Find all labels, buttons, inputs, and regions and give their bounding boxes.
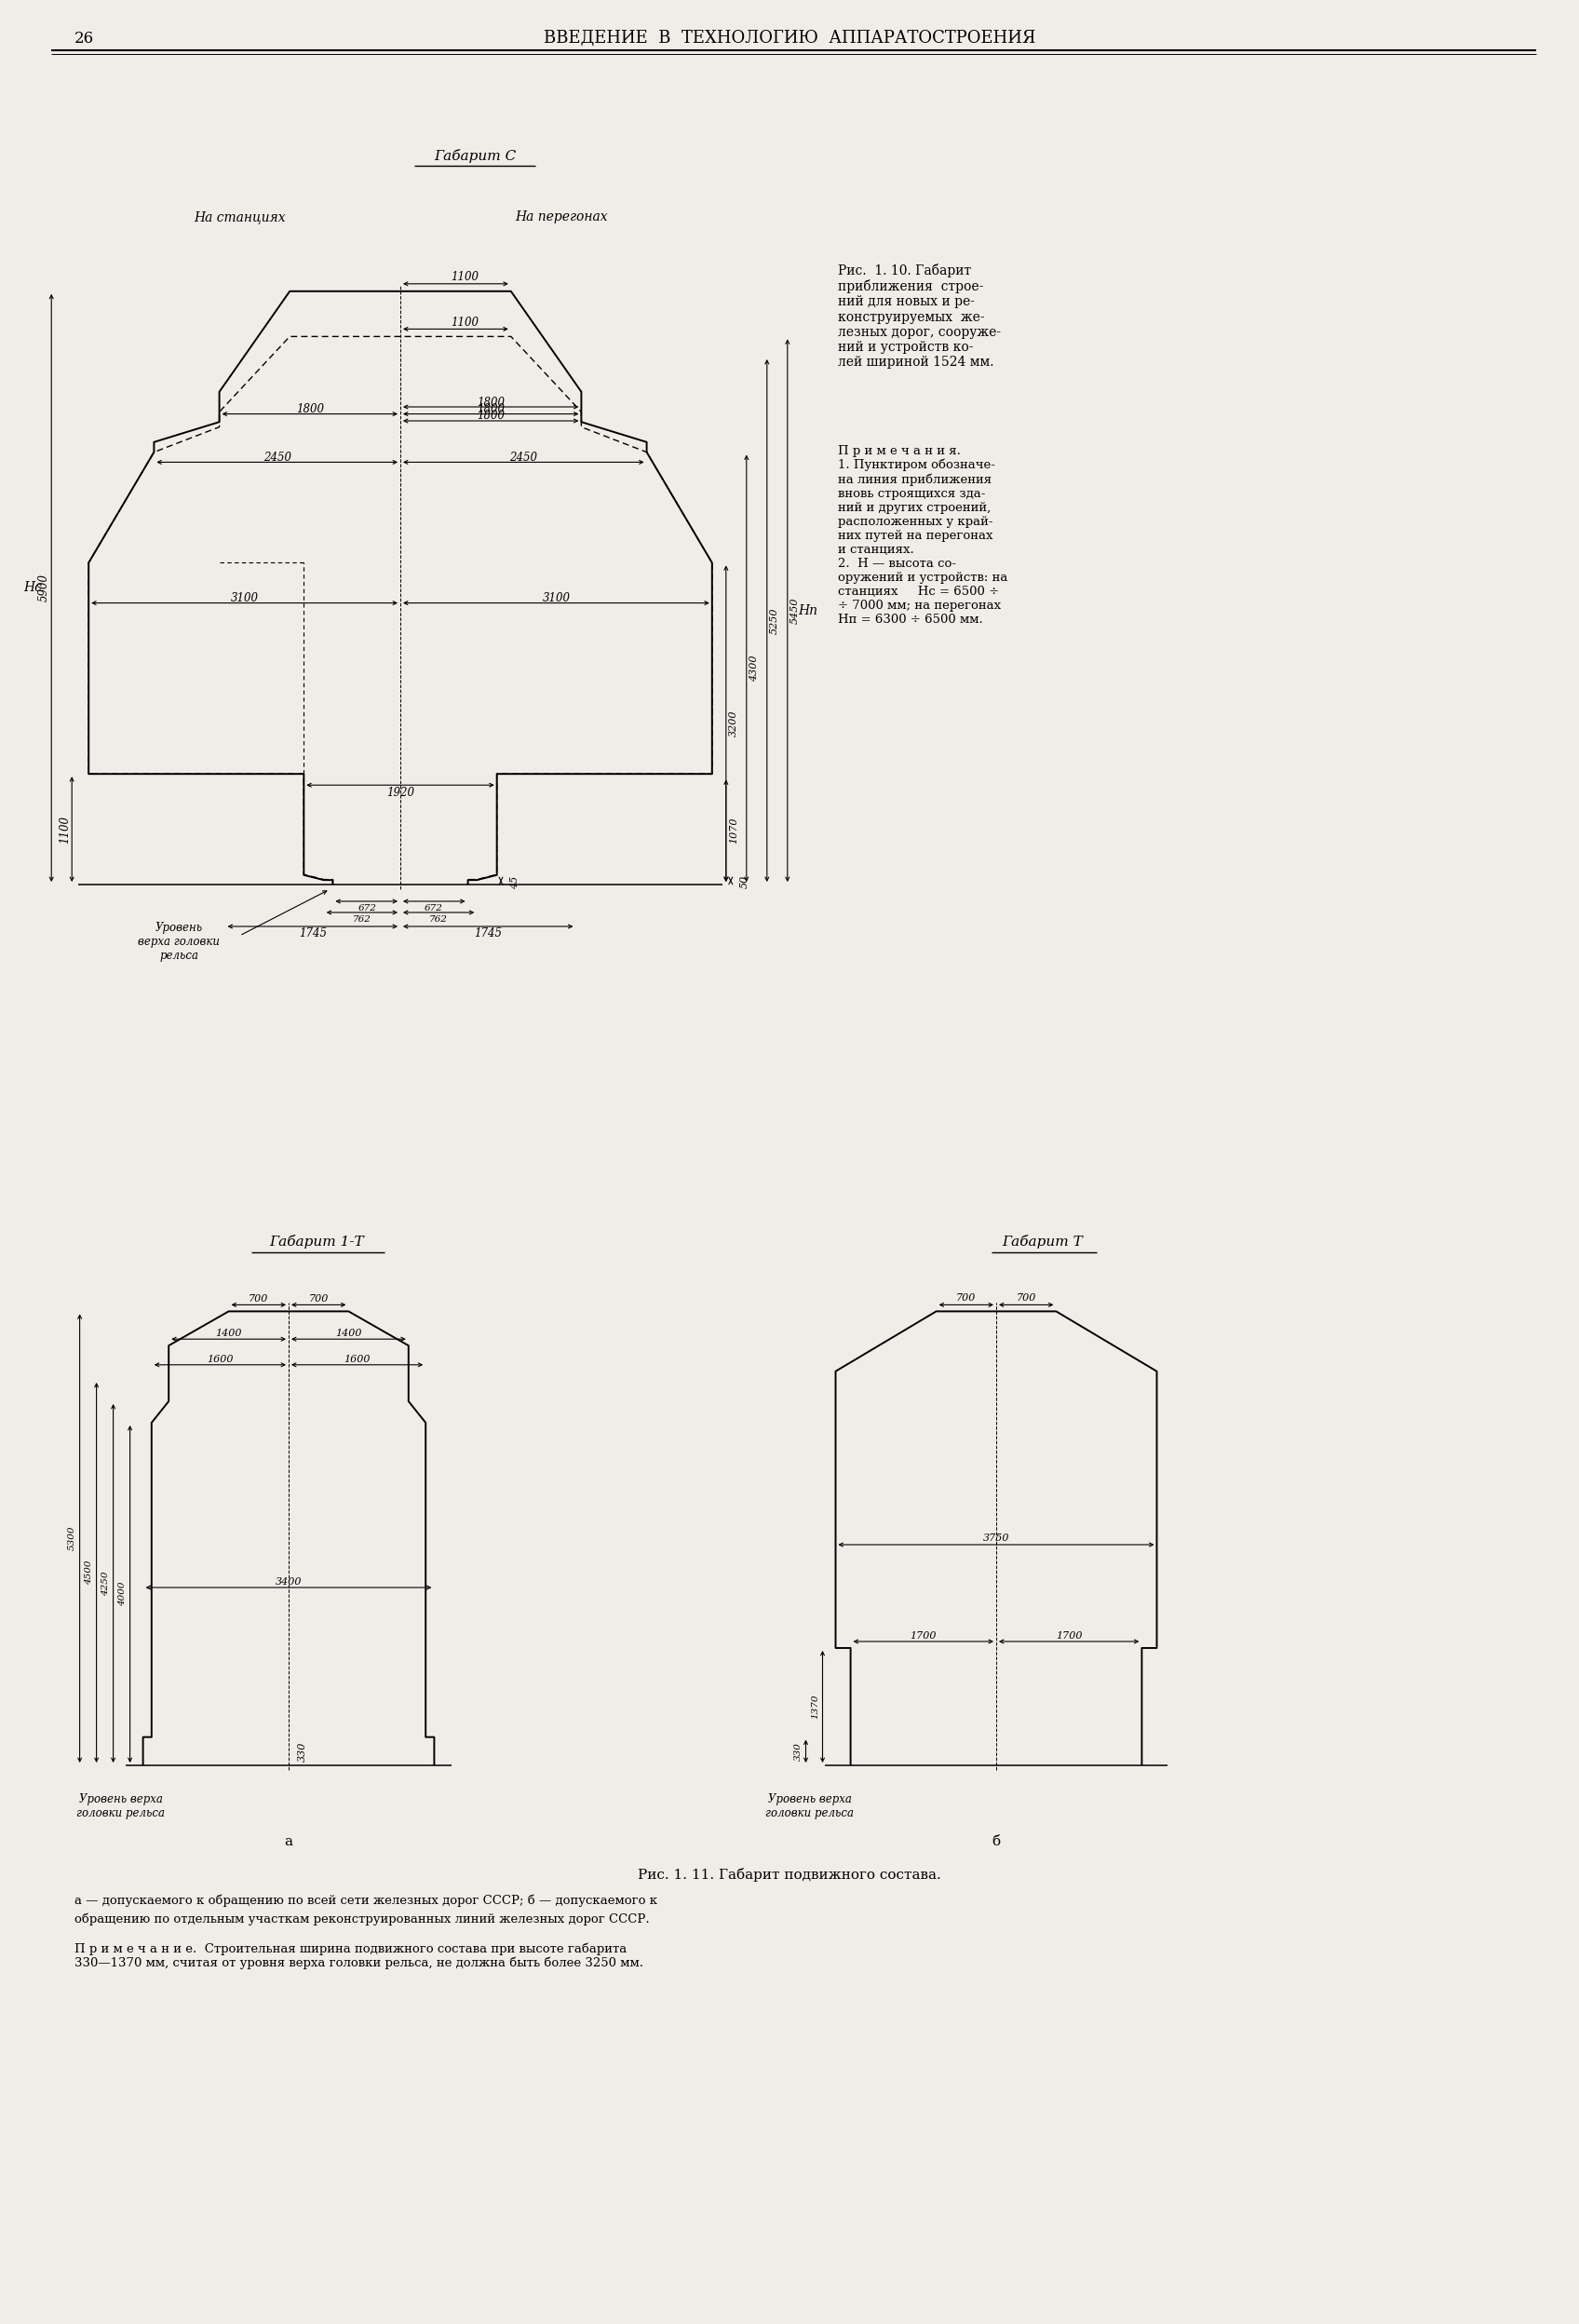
Text: 1700: 1700 [1056, 1631, 1082, 1641]
Text: 762: 762 [429, 916, 448, 925]
Text: Рис. 1. 11. Габарит подвижного состава.: Рис. 1. 11. Габарит подвижного состава. [638, 1868, 941, 1882]
Text: 1700: 1700 [910, 1631, 936, 1641]
Text: Нс: Нс [24, 581, 43, 595]
Text: 1600: 1600 [207, 1355, 234, 1364]
Text: 1745: 1745 [474, 927, 502, 939]
Text: Рис.  1. 10. Габарит
приближения  строе-
ний для новых и ре-
конструируемых  же-: Рис. 1. 10. Габарит приближения строе- н… [838, 263, 1001, 370]
Text: 1800: 1800 [477, 404, 505, 416]
Text: Габарит С: Габарит С [434, 149, 516, 163]
Text: 5250: 5250 [769, 607, 778, 634]
Text: Уровень верха
головки рельса: Уровень верха головки рельса [77, 1794, 166, 1820]
Text: П р и м е ч а н и е.  Строительная ширина подвижного состава при высоте габарита: П р и м е ч а н и е. Строительная ширина… [74, 1943, 643, 1968]
Text: 330: 330 [298, 1741, 308, 1762]
Text: На перегонах: На перегонах [515, 209, 608, 223]
Text: 3750: 3750 [982, 1534, 1009, 1543]
Text: а: а [284, 1836, 292, 1848]
Text: 5300: 5300 [68, 1527, 76, 1550]
Text: 1800: 1800 [477, 395, 505, 409]
Text: 1400: 1400 [215, 1329, 242, 1339]
Text: 2450: 2450 [510, 451, 537, 462]
Text: 5450: 5450 [790, 597, 799, 623]
Text: 5900: 5900 [38, 574, 51, 602]
Text: ВВЕДЕНИЕ  В  ТЕХНОЛОГИЮ  АППАРАТОСТРОЕНИЯ: ВВЕДЕНИЕ В ТЕХНОЛОГИЮ АППАРАТОСТРОЕНИЯ [543, 30, 1036, 46]
Text: 1100: 1100 [452, 316, 478, 328]
Text: 3100: 3100 [231, 593, 259, 604]
Text: 1800: 1800 [295, 404, 324, 416]
Text: 700: 700 [957, 1294, 976, 1304]
Text: Габарит Т: Габарит Т [1003, 1234, 1083, 1248]
Text: 1745: 1745 [298, 927, 327, 939]
Text: 3200: 3200 [729, 711, 737, 737]
Text: обращению по отдельным участкам реконструированных линий железных дорог СССР.: обращению по отдельным участкам реконстр… [74, 1913, 649, 1924]
Text: 1070: 1070 [729, 818, 737, 844]
Text: На станциях: На станциях [194, 209, 286, 223]
Text: 26: 26 [74, 30, 95, 46]
Text: 672: 672 [425, 904, 442, 913]
Text: Габарит 1-Т: Габарит 1-Т [270, 1234, 363, 1248]
Text: 1100: 1100 [452, 272, 478, 284]
Text: 1600: 1600 [344, 1355, 371, 1364]
Text: 762: 762 [352, 916, 371, 925]
Text: б: б [992, 1836, 1001, 1848]
Text: 330: 330 [794, 1743, 802, 1762]
Text: 50: 50 [741, 876, 750, 888]
Text: 700: 700 [308, 1294, 328, 1304]
Text: 3400: 3400 [275, 1578, 302, 1587]
Text: 1800: 1800 [477, 409, 505, 423]
Text: Уровень верха
головки рельса: Уровень верха головки рельса [766, 1794, 854, 1820]
Text: 672: 672 [358, 904, 376, 913]
Text: Нп: Нп [797, 604, 818, 618]
Text: а — допускаемого к обращению по всей сети железных дорог СССР; б — допускаемого : а — допускаемого к обращению по всей сет… [74, 1894, 657, 1906]
Text: 2450: 2450 [264, 451, 291, 462]
Text: 1100: 1100 [58, 816, 71, 844]
Text: 700: 700 [1017, 1294, 1036, 1304]
Text: 700: 700 [248, 1294, 268, 1304]
Text: 4300: 4300 [750, 655, 758, 681]
Text: Уровень
верха головки
рельса: Уровень верха головки рельса [139, 923, 219, 962]
Text: 4000: 4000 [118, 1583, 126, 1606]
Text: 1370: 1370 [812, 1694, 820, 1720]
Text: 1920: 1920 [387, 786, 414, 799]
Text: 1400: 1400 [335, 1329, 362, 1339]
Text: П р и м е ч а н и я.
1. Пунктиром обозначе-
на линия приближения
вновь строящихс: П р и м е ч а н и я. 1. Пунктиром обозна… [838, 444, 1007, 625]
Text: 3100: 3100 [542, 593, 570, 604]
Text: 4250: 4250 [101, 1571, 111, 1597]
Text: 4500: 4500 [85, 1559, 93, 1585]
Text: 45: 45 [510, 876, 519, 890]
